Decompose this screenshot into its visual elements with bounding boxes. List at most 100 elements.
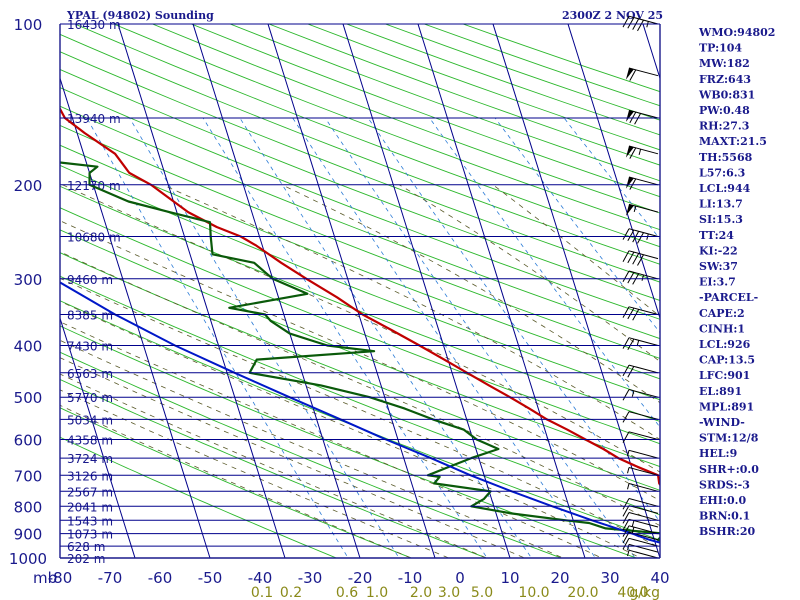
mixing-ratio-label: 3.0 — [438, 585, 460, 600]
temperature-tick-label: -60 — [148, 569, 173, 587]
wind-barb-half-flag — [627, 544, 630, 551]
pressure-tick-label: 700 — [14, 467, 43, 485]
wind-barb-half-flag — [627, 467, 630, 474]
mixing-ratio-label: g/kg — [629, 585, 660, 600]
moist-adiabat-line — [60, 373, 488, 558]
isotherm-line — [60, 76, 211, 558]
index-entry: LFC:901 — [699, 369, 750, 382]
wind-barb-pennant — [625, 177, 634, 189]
wind-barb-flag — [632, 253, 640, 265]
isotherm-line — [417, 24, 586, 558]
wind-barb-flag — [629, 178, 637, 190]
wind-barb-flag — [637, 19, 644, 32]
height-label: 9460 m — [67, 273, 113, 287]
wind-barb-flag — [622, 505, 630, 517]
mixing-ratio-label: 0.1 — [251, 585, 273, 600]
wind-barb-flag — [622, 512, 630, 524]
index-entry: LCL:944 — [699, 182, 751, 195]
dry-adiabat-line — [60, 105, 660, 340]
height-label: 2041 m — [67, 500, 113, 514]
index-entry: TT:24 — [699, 229, 734, 242]
dry-adiabat-line — [60, 275, 660, 516]
temperature-tick-label: -40 — [248, 569, 273, 587]
wind-barb-flag — [622, 364, 630, 377]
wind-barb-pennant — [625, 68, 634, 80]
wind-barb-flag — [627, 272, 635, 284]
wind-barb-staff — [628, 449, 659, 459]
height-label: 16430 m — [67, 18, 121, 32]
wind-barb-flag — [622, 15, 630, 28]
wind-barb-half-flag — [631, 390, 635, 397]
index-entry: EI:3.7 — [699, 276, 736, 289]
wind-barb-flag — [637, 254, 644, 266]
moist-adiabat-line — [60, 251, 660, 527]
wind-barb — [627, 483, 659, 492]
dry-adiabat-line — [60, 325, 638, 558]
pressure-tick-label: 600 — [14, 432, 43, 450]
height-label: 5770 m — [67, 391, 113, 405]
height-label: 4358 m — [67, 434, 113, 448]
wind-barb-flag — [627, 17, 635, 29]
dry-adiabat-line — [60, 436, 338, 558]
height-label: 6563 m — [67, 367, 113, 381]
wind-barb-flag — [629, 147, 637, 159]
height-label: 13940 m — [67, 112, 121, 126]
wind-barb — [622, 15, 659, 32]
wind-barb-flag — [622, 411, 630, 423]
dry-adiabat-line — [60, 164, 660, 401]
index-entry: MPL:891 — [699, 400, 754, 413]
moist-adiabat-line — [60, 300, 642, 558]
wind-barb-pennant — [625, 110, 634, 122]
wind-barb — [622, 431, 659, 443]
dry-adiabat-line — [60, 69, 660, 301]
wind-barb-staff — [628, 467, 659, 476]
wind-barb-half-flag — [631, 526, 635, 534]
valid-time: 2300Z 2 NOV 25 — [562, 9, 663, 22]
wind-barb-pennant — [625, 204, 634, 216]
wind-barb — [622, 512, 659, 524]
height-label: 202 m — [67, 552, 105, 566]
temperature-tick-label: -20 — [348, 569, 373, 587]
wind-barb — [627, 467, 659, 476]
index-entry: CAP:13.5 — [699, 354, 755, 367]
temperature-tick-label: 10 — [500, 569, 519, 587]
index-entry: KI:-22 — [699, 244, 738, 257]
height-label: 7430 m — [67, 340, 113, 354]
temperature-tick-label: 0 — [455, 569, 465, 587]
wind-barb-half-flag — [638, 148, 642, 156]
dry-adiabat-line — [74, 24, 660, 248]
index-entry: -PARCEL- — [699, 291, 758, 304]
moist-adiabat-line — [60, 321, 603, 558]
mixing-ratio-label: 0.6 — [336, 585, 358, 600]
index-entry: SW:37 — [699, 260, 738, 273]
isotherm-line — [492, 24, 660, 558]
dry-adiabat-line — [60, 351, 563, 558]
wind-barb-flag — [622, 306, 630, 318]
mixing-ratio-label: 20.0 — [567, 585, 598, 600]
isotherm-line — [342, 24, 511, 558]
wind-barb-pennant — [625, 146, 634, 158]
wind-barb-flag — [622, 431, 630, 443]
mixing-ratio-label: 2.0 — [410, 585, 432, 600]
height-label: 3724 m — [67, 452, 113, 466]
wind-barb-staff — [628, 549, 659, 559]
temperature-tick-label: -80 — [48, 569, 73, 587]
pressure-tick-label: 300 — [14, 271, 43, 289]
pressure-tick-label: 100 — [14, 16, 43, 34]
temperature-tick-label: -10 — [398, 569, 423, 587]
dry-adiabat-line — [60, 185, 660, 422]
temperature-tick-label: 40 — [650, 569, 669, 587]
wind-barb-half-flag — [631, 520, 635, 527]
index-entry: BRN:0.1 — [699, 510, 750, 523]
temperature-tick-label: 30 — [600, 569, 619, 587]
index-entry: STM:12/8 — [699, 432, 759, 445]
index-entry: EL:891 — [699, 385, 742, 398]
pressure-unit-label: mb — [33, 569, 57, 587]
wind-barb-staff — [628, 483, 659, 492]
isotherm-line — [567, 24, 660, 320]
wind-barb-flag — [629, 69, 637, 81]
index-entry: FRZ:643 — [699, 73, 751, 86]
pressure-tick-label: 1000 — [9, 550, 47, 568]
